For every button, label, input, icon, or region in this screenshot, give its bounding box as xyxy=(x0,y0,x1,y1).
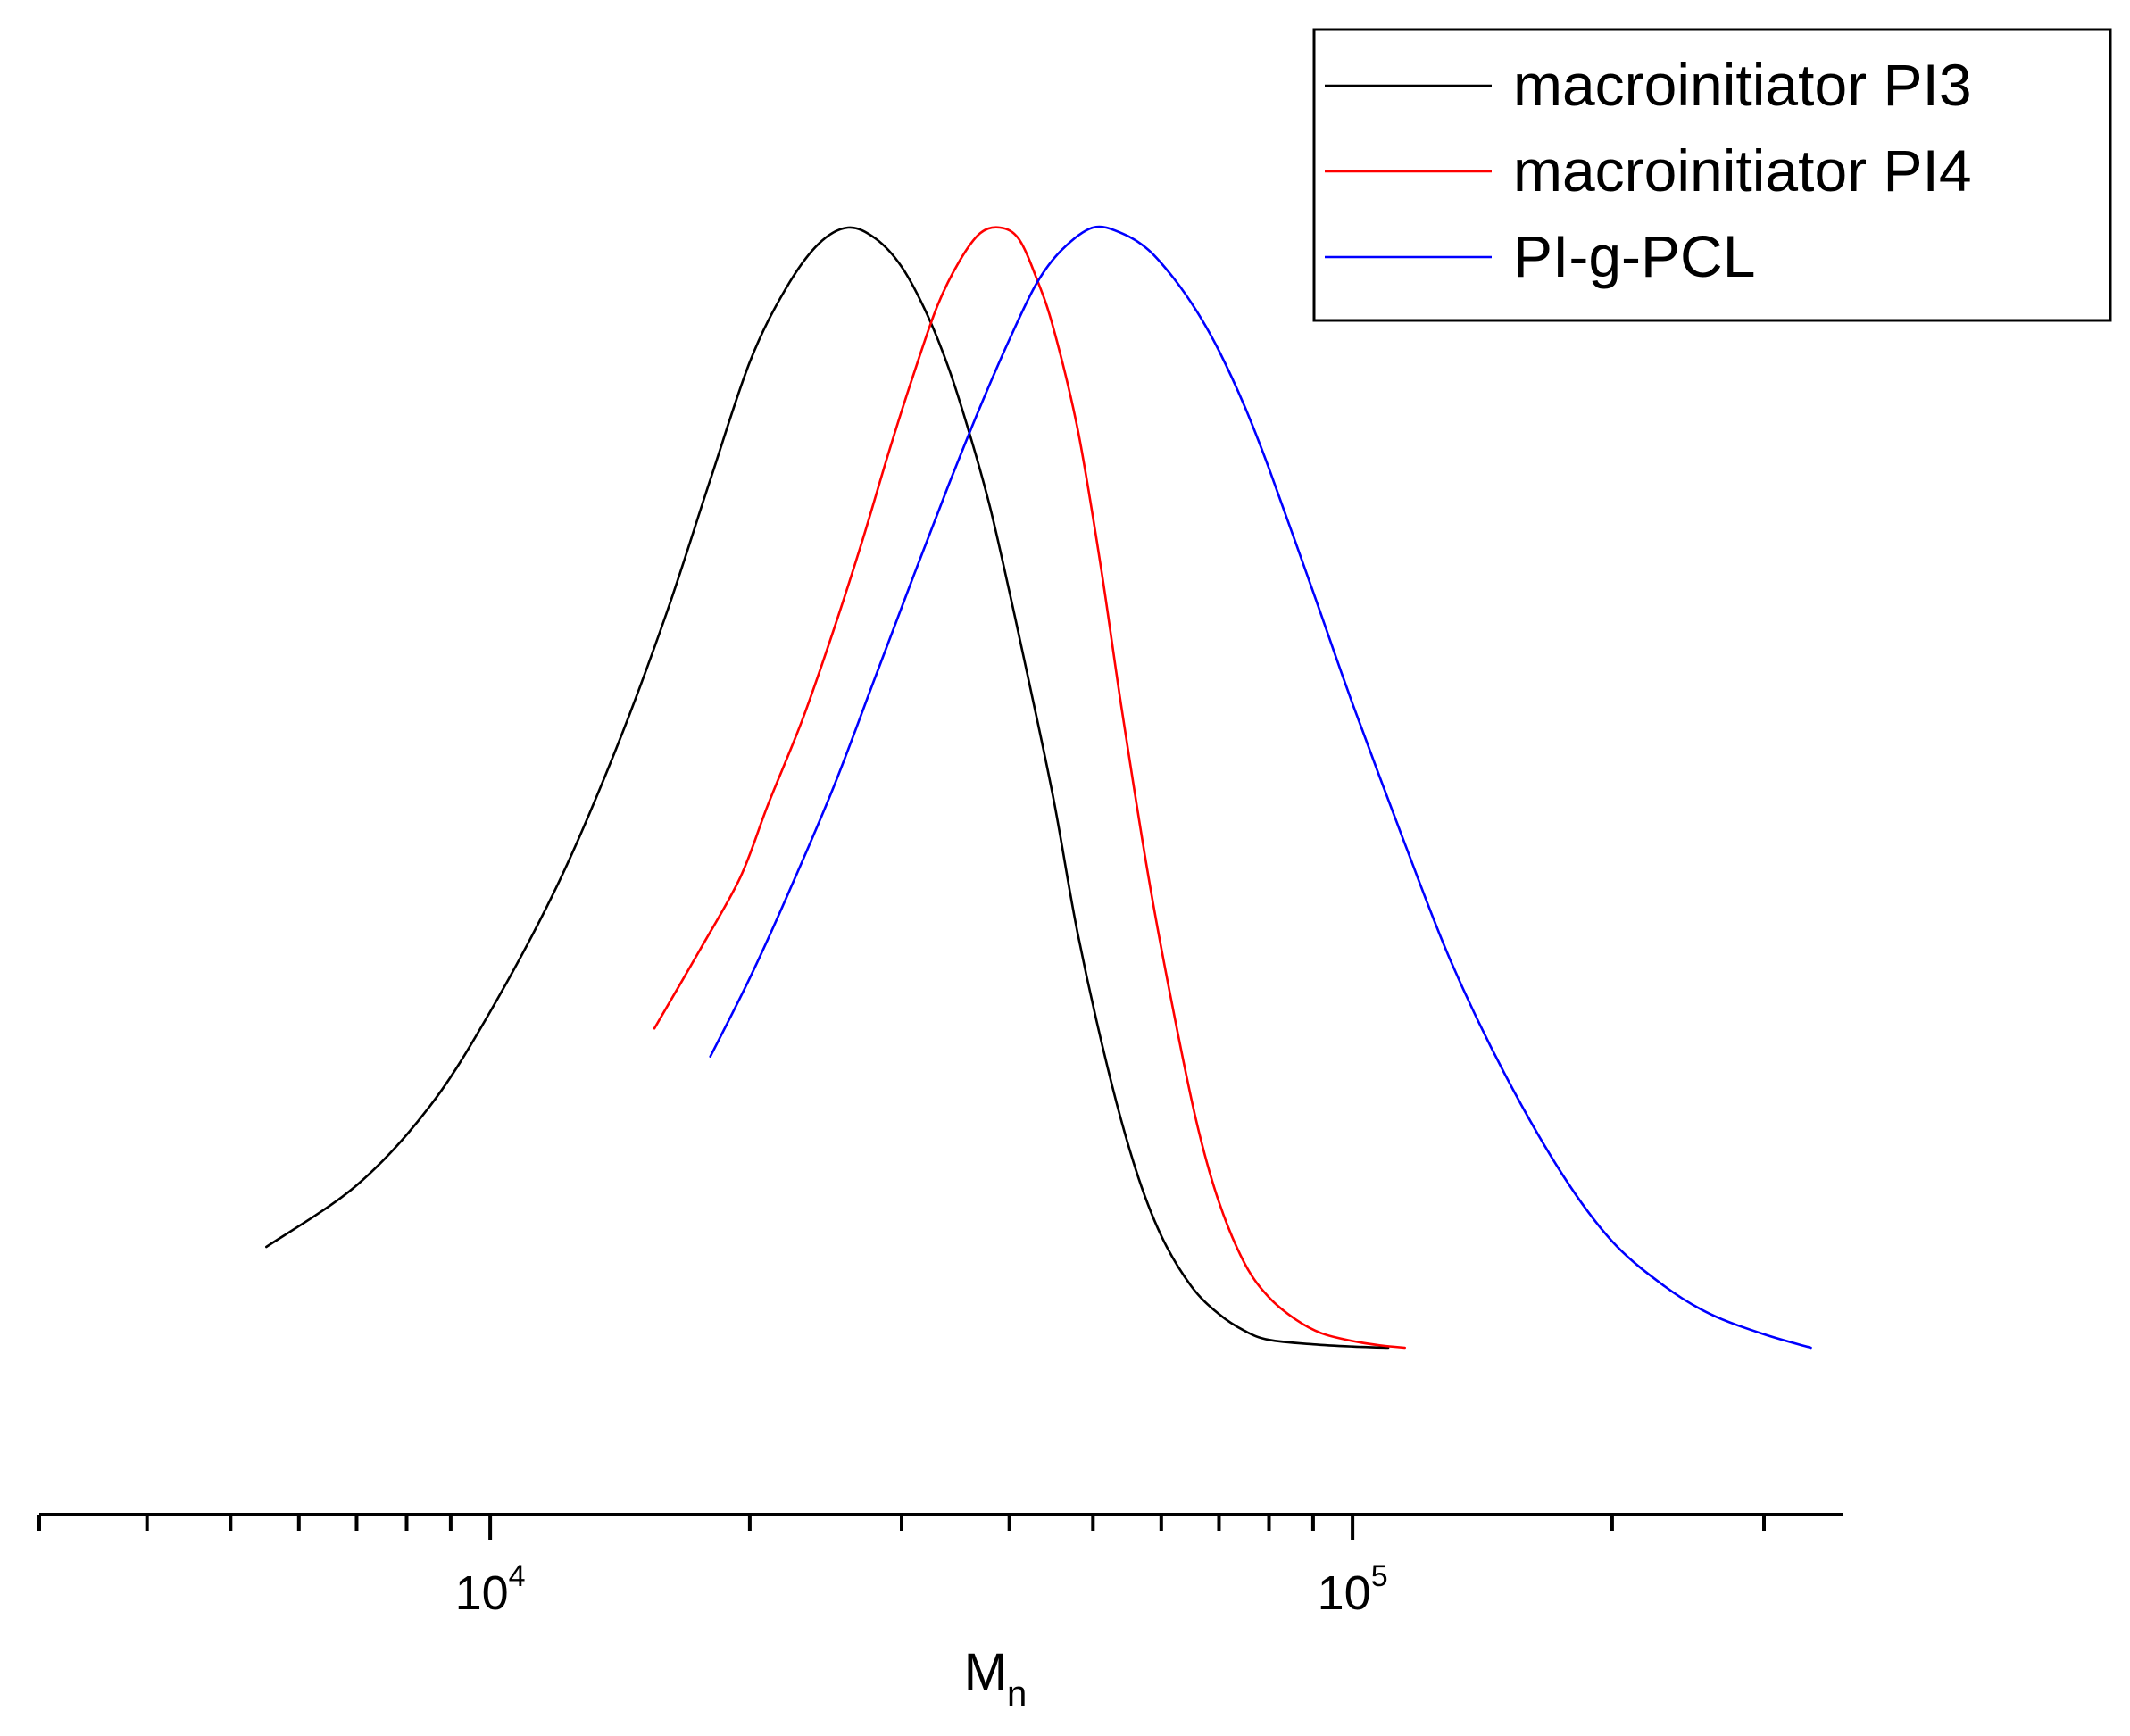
series-layer xyxy=(265,225,1812,1350)
series-line-2 xyxy=(653,226,1406,1350)
legend-label-1: macroinitiator PI3 xyxy=(1513,52,1972,118)
legend-box xyxy=(1312,28,2112,322)
series-line-1 xyxy=(265,226,1390,1350)
x-tick-label-base: 10 xyxy=(1318,1566,1371,1620)
legend: macroinitiator PI3 macroinitiator PI4 PI-g… xyxy=(1312,28,2112,322)
legend-label-2: macroinitiator PI4 xyxy=(1513,137,1972,204)
x-tick-label: 105 xyxy=(1318,1559,1388,1620)
series-line-3 xyxy=(709,225,1812,1350)
x-axis: 104 105 xyxy=(37,1513,1843,1620)
legend-label-3: PI-g-PCL xyxy=(1513,223,1755,289)
x-tick-label-exponent: 4 xyxy=(509,1559,526,1593)
x-tick-label-base: 10 xyxy=(455,1566,509,1620)
x-axis-title-main: M xyxy=(964,1643,1007,1701)
x-tick-label: 104 xyxy=(455,1559,526,1620)
x-axis-title-subscript: n xyxy=(1007,1674,1027,1714)
x-tick-label-exponent: 5 xyxy=(1371,1559,1388,1593)
x-axis-title: Mn xyxy=(964,1643,1028,1714)
